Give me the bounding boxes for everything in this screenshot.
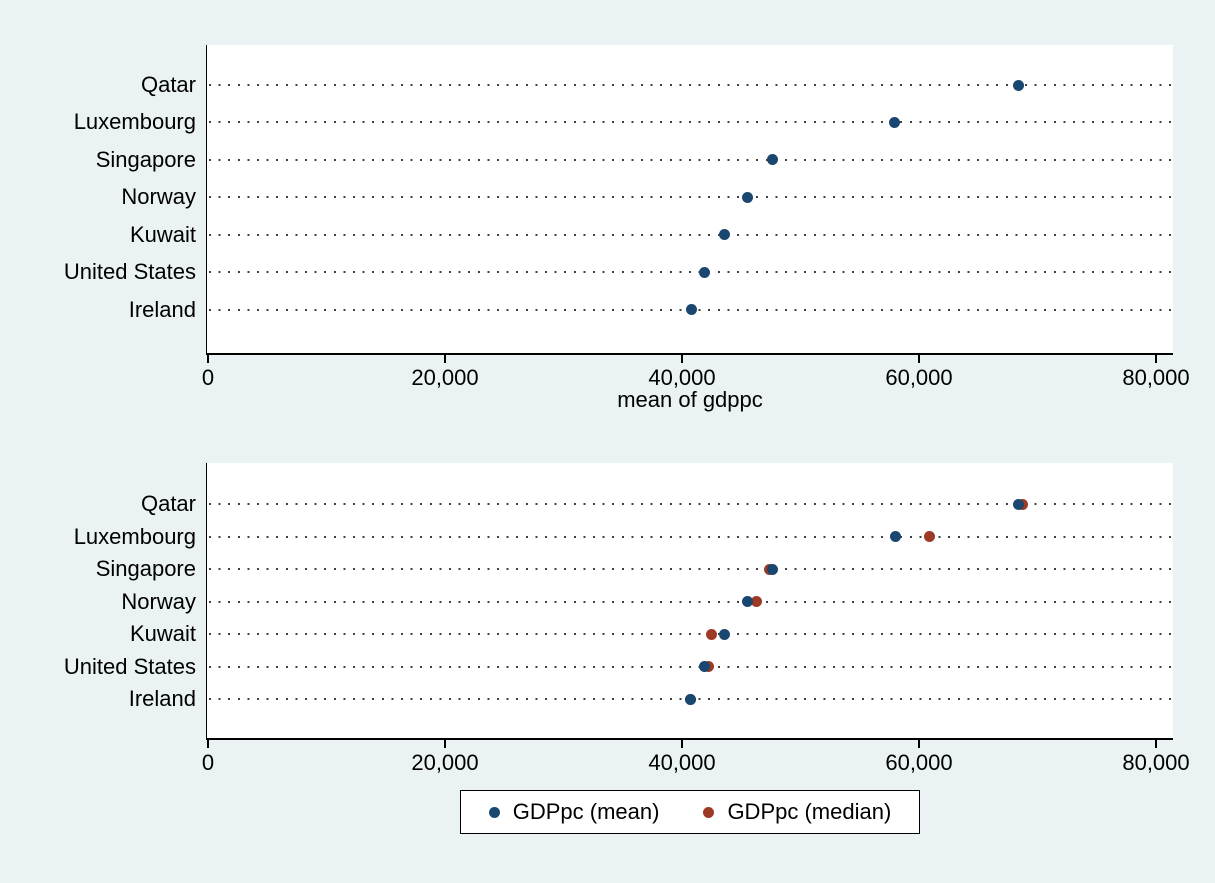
gridline (209, 503, 1173, 506)
legend-marker-median (703, 806, 715, 818)
category-label: Qatar (140, 491, 196, 517)
x-tick (681, 739, 683, 748)
x-tick (681, 354, 683, 363)
data-point-mean (889, 531, 901, 543)
gridline (209, 121, 1173, 124)
x-tick (207, 739, 209, 748)
gridline (209, 665, 1173, 668)
data-point-mean (1013, 79, 1025, 91)
data-point-mean (741, 191, 753, 203)
data-point-mean (719, 229, 731, 241)
x-tick-label: 40,000 (648, 365, 716, 390)
x-tick-label: 0 (201, 750, 215, 775)
legend-item: GDPpc (median) (703, 799, 891, 825)
category-label: Singapore (95, 146, 196, 172)
data-point-median (924, 531, 936, 543)
legend-label: GDPpc (mean) (512, 799, 660, 824)
data-point-mean (1013, 498, 1025, 510)
data-point-median (706, 628, 718, 640)
y-axis-line (205, 463, 207, 738)
x-tick (1155, 739, 1157, 748)
category-label: Norway (121, 588, 196, 614)
gridline (209, 568, 1173, 571)
x-axis-title: mean of gdppc (617, 387, 763, 412)
x-tick-label: 0 (201, 365, 215, 390)
x-tick-label: 80,000 (1122, 365, 1190, 390)
x-tick-label: 80,000 (1122, 750, 1190, 775)
plot-area (207, 45, 1173, 353)
x-tick (444, 354, 446, 363)
category-label: Qatar (140, 72, 196, 97)
data-point-mean (766, 154, 778, 166)
data-point-mean (699, 661, 710, 673)
x-tick (918, 739, 920, 748)
legend-item: GDPpc (mean) (488, 799, 660, 825)
data-point-mean (719, 628, 731, 640)
gridline (209, 158, 1173, 161)
gridline (209, 196, 1173, 199)
category-label: United States (63, 259, 196, 285)
category-label: Luxembourg (73, 109, 196, 135)
x-tick-label: 20,000 (411, 750, 479, 775)
data-point-mean (888, 116, 900, 128)
category-label: Norway (121, 184, 196, 210)
x-tick-label: 20,000 (411, 365, 479, 390)
gridline (209, 600, 1173, 603)
plot-area (207, 463, 1173, 738)
x-tick (207, 354, 209, 363)
data-point-mean (699, 266, 710, 278)
data-point-median (751, 596, 763, 608)
x-tick (1155, 354, 1157, 363)
gridline (209, 271, 1173, 274)
category-label: Ireland (128, 686, 196, 712)
data-point-mean (741, 596, 753, 608)
gridline (209, 233, 1173, 236)
legend-label: GDPpc (median) (727, 799, 892, 824)
x-axis-line (205, 353, 1173, 355)
data-point-mean (766, 563, 778, 575)
category-label: Kuwait (129, 221, 196, 247)
gridline (209, 535, 1173, 538)
x-axis-line (205, 738, 1173, 740)
data-point-mean (684, 693, 696, 705)
category-label: Singapore (95, 556, 196, 582)
legend-marker-mean (488, 806, 500, 818)
x-tick-label: 60,000 (885, 365, 953, 390)
y-axis-line (205, 45, 207, 353)
gridline (209, 84, 1173, 86)
category-label: Ireland (128, 296, 196, 322)
category-label: Kuwait (129, 621, 196, 647)
x-tick (444, 739, 446, 748)
legend: GDPpc (mean) GDPpc (median) (460, 790, 920, 834)
category-label: United States (63, 653, 196, 679)
x-tick-label: 40,000 (648, 750, 716, 775)
category-label: Luxembourg (73, 523, 196, 549)
x-tick (918, 354, 920, 363)
x-tick-label: 60,000 (885, 750, 953, 775)
data-point-mean (685, 304, 697, 316)
gridline (209, 633, 1173, 636)
